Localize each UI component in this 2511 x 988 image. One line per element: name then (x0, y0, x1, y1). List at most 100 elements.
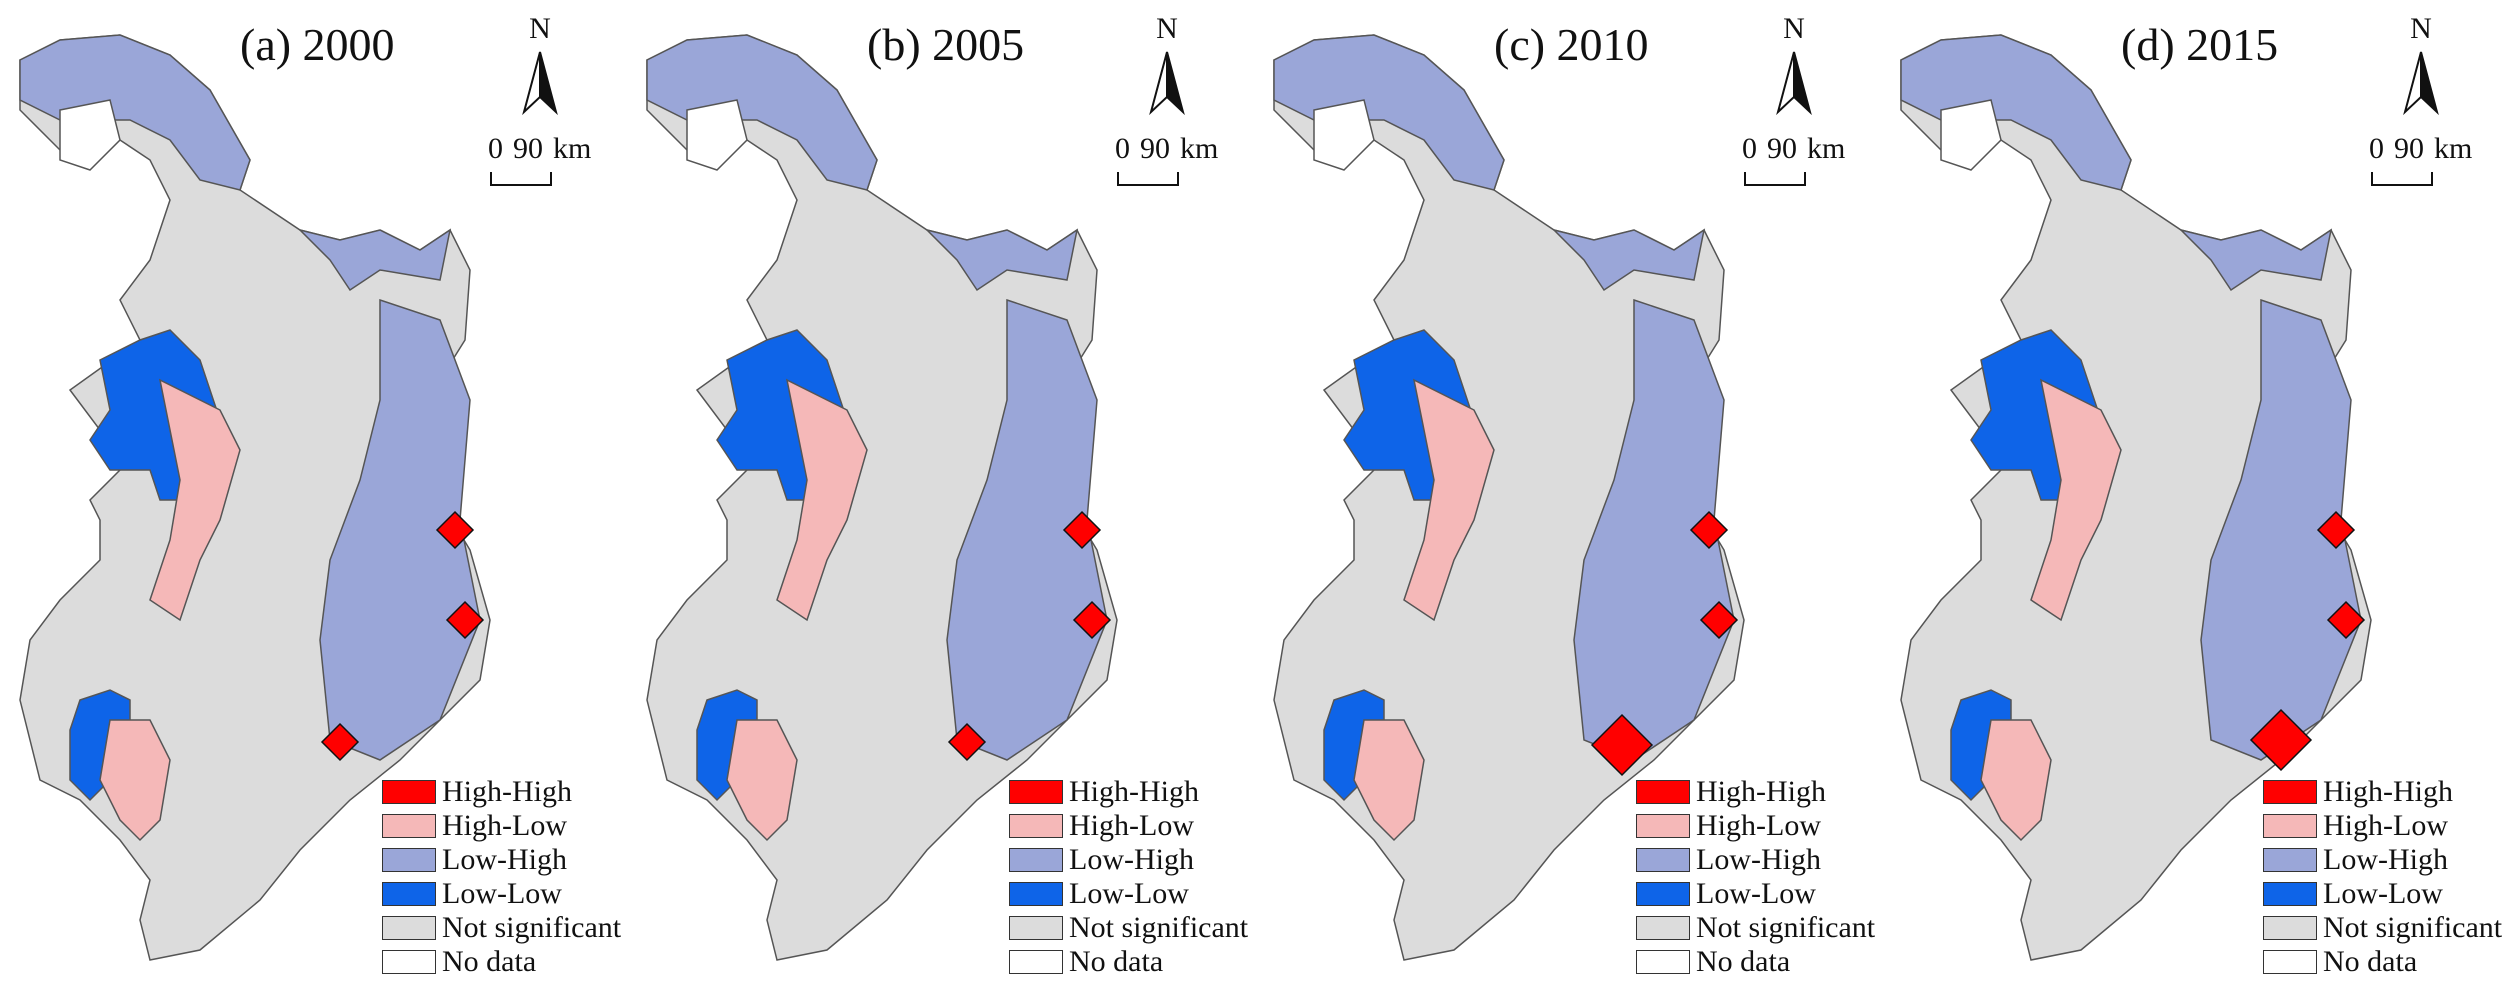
legend: High-High High-Low Low-High Low-Low Not … (382, 775, 621, 979)
legend-item-low-high: Low-High (1636, 843, 1875, 877)
region-high-low (776, 378, 868, 622)
scale-unit: km (2434, 132, 2473, 165)
legend-item-low-low: Low-Low (2263, 877, 2502, 911)
legend-item-high-low: High-Low (2263, 809, 2502, 843)
hotspot-high-high (2249, 708, 2313, 772)
legend-label: High-Low (1696, 809, 1821, 842)
hotspot-high-high (320, 722, 360, 762)
panel-title: (d) 2015 (2121, 19, 2279, 70)
legend-label: High-Low (1069, 809, 1194, 842)
legend-item-high-low: High-Low (382, 809, 621, 843)
region-low-high-east (1551, 228, 1706, 292)
panel-title: (b) 2005 (867, 19, 1025, 70)
legend-label: High-High (1696, 775, 1826, 808)
legend-label: High-Low (442, 809, 567, 842)
scale-bar (1117, 172, 1179, 186)
hotspot-high-high (445, 600, 485, 640)
region-low-high-east (924, 228, 1079, 292)
legend-label: No data (1696, 945, 1791, 978)
legend-swatch (2263, 780, 2317, 804)
legend-item-high-high: High-High (2263, 775, 2502, 809)
map-panel-d: (d) 2015 N 0 90 km High-High High-Low Low-… (1881, 0, 2508, 988)
legend-swatch (2263, 950, 2317, 974)
scale-end: 90 (513, 132, 543, 165)
scale-start: 0 (1742, 132, 1757, 165)
region-low-high-north (19, 34, 251, 191)
legend-swatch (382, 814, 436, 838)
legend-swatch (1009, 882, 1063, 906)
legend-label: Low-Low (1069, 877, 1189, 910)
region-low-high-southeast (319, 298, 481, 761)
scale-start: 0 (1115, 132, 1130, 165)
map-region (1273, 34, 1745, 961)
scale-bar (490, 172, 552, 186)
legend-item-not-significant: Not significant (382, 911, 621, 945)
map-region (19, 34, 491, 961)
hotspot-high-high (2316, 510, 2356, 550)
hotspot-high-high (1699, 600, 1739, 640)
region-high-low-southwest (1980, 719, 2052, 842)
region-low-high-southeast (946, 298, 1108, 761)
panel-title: (c) 2010 (1494, 19, 1649, 70)
north-label: N (1156, 12, 1178, 45)
legend-label: No data (442, 945, 537, 978)
legend-swatch (1009, 814, 1063, 838)
north-arrow: N (1764, 12, 1824, 122)
legend: High-High High-Low Low-High Low-Low Not … (1636, 775, 1875, 979)
legend-label: High-High (442, 775, 572, 808)
legend-item-high-high: High-High (382, 775, 621, 809)
legend-label: Low-High (442, 843, 567, 876)
map-panel-c: (c) 2010 N 0 90 km High-High High-Low Low-… (1254, 0, 1881, 988)
legend-swatch (2263, 882, 2317, 906)
scale-labels: 0 90 km (1115, 132, 1228, 166)
legend-swatch (1636, 882, 1690, 906)
legend: High-High High-Low Low-High Low-Low Not … (1009, 775, 1248, 979)
scale-end: 90 (2394, 132, 2424, 165)
legend-swatch (2263, 814, 2317, 838)
legend-item-not-significant: Not significant (1636, 911, 1875, 945)
legend-label: Low-Low (1696, 877, 1816, 910)
legend: High-High High-Low Low-High Low-Low Not … (2263, 775, 2502, 979)
region-low-high-north (1273, 34, 1505, 191)
legend-swatch (1636, 814, 1690, 838)
legend-item-low-high: Low-High (2263, 843, 2502, 877)
map-panel-b: (b) 2005 N 0 90 km High-High High-Low Low-… (627, 0, 1254, 988)
north-arrow: N (2391, 12, 2451, 122)
hotspot-high-high (1590, 713, 1654, 777)
legend-item-low-low: Low-Low (382, 877, 621, 911)
region-no-data (1940, 99, 2002, 171)
legend-swatch (382, 848, 436, 872)
legend-swatch (382, 950, 436, 974)
legend-label: High-Low (2323, 809, 2448, 842)
legend-label: High-High (1069, 775, 1199, 808)
north-arrow-icon (2403, 51, 2439, 116)
legend-item-high-high: High-High (1636, 775, 1875, 809)
legend-swatch (1636, 848, 1690, 872)
north-label: N (1783, 12, 1805, 45)
region-high-low-southwest (1353, 719, 1425, 842)
legend-swatch (1009, 780, 1063, 804)
legend-label: Not significant (442, 911, 622, 944)
legend-swatch (1636, 780, 1690, 804)
map-region (1900, 34, 2372, 961)
north-arrow-icon (522, 51, 558, 116)
legend-swatch (2263, 848, 2317, 872)
legend-item-low-low: Low-Low (1636, 877, 1875, 911)
region-no-data (1313, 99, 1375, 171)
legend-item-not-significant: Not significant (2263, 911, 2502, 945)
map-region (646, 34, 1118, 961)
region-high-low (1403, 378, 1495, 622)
legend-swatch (1636, 950, 1690, 974)
legend-item-low-high: Low-High (1009, 843, 1248, 877)
scale-unit: km (553, 132, 592, 165)
legend-label: No data (1069, 945, 1164, 978)
legend-swatch (2263, 916, 2317, 940)
legend-item-high-low: High-Low (1009, 809, 1248, 843)
region-high-low-southwest (99, 719, 171, 842)
legend-label: Not significant (1696, 911, 1876, 944)
hotspot-high-high (1689, 510, 1729, 550)
region-low-high-east (2178, 228, 2333, 292)
scale-labels: 0 90 km (1742, 132, 1855, 166)
legend-swatch (382, 882, 436, 906)
legend-label: Low-Low (2323, 877, 2443, 910)
